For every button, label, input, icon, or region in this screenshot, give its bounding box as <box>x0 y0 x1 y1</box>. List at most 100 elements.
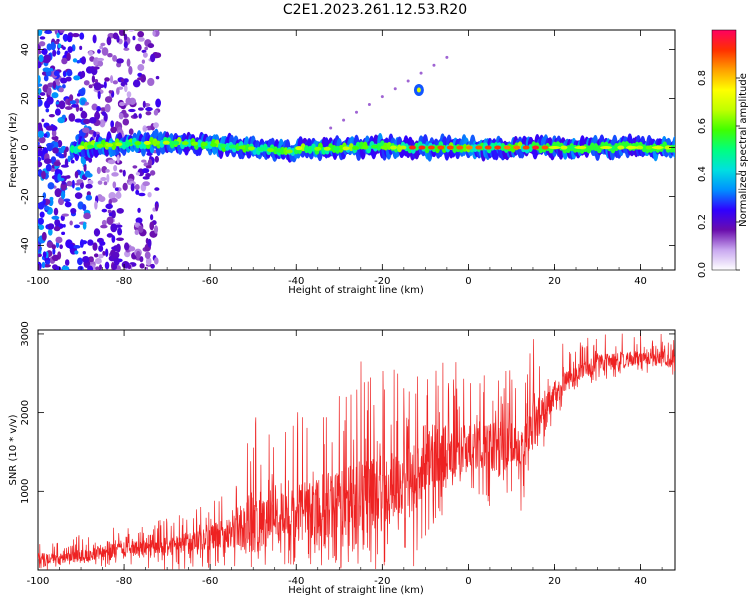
heatmap-cell <box>141 159 147 163</box>
heatmap-cell <box>134 141 142 146</box>
x-tick-label: -60 <box>202 576 218 587</box>
heatmap-cell <box>150 214 154 221</box>
heatmap-cell <box>147 192 152 198</box>
heatmap-cell <box>79 181 84 189</box>
heatmap-cell <box>219 143 227 148</box>
heatmap-cell <box>38 201 45 210</box>
heatmap-cell <box>38 83 43 87</box>
heatmap-cell <box>74 118 83 123</box>
heatmap-cell <box>55 236 63 244</box>
heatmap-cell <box>51 129 57 138</box>
snr-series <box>38 332 675 570</box>
heatmap-cell <box>102 250 106 256</box>
heatmap-cell <box>107 159 116 165</box>
heatmap-x-ticks: -100 -80 -60 -40 -20 0 20 40 <box>27 30 663 287</box>
heatmap-cell <box>532 145 540 150</box>
heatmap-cell <box>94 258 102 265</box>
heatmap-cell <box>51 244 57 250</box>
heatmap-cell <box>138 192 146 197</box>
heatmap-cell <box>141 168 150 174</box>
heatmap-cell <box>150 53 156 63</box>
heatmap-cell <box>51 254 60 262</box>
x-tick-label: -40 <box>288 576 304 587</box>
heatmap-cell <box>69 100 77 105</box>
x-tick-label: -80 <box>116 276 132 287</box>
heatmap-cell <box>266 148 274 153</box>
heatmap-cell <box>83 163 87 172</box>
heatmap-cell <box>39 36 46 40</box>
snr-x-ticks: -100 -80 -60 -40 -20 0 20 40 <box>27 330 663 587</box>
heatmap-cell <box>446 145 454 150</box>
colorbar-tick-label: 0.4 <box>697 166 708 182</box>
heatmap-cell <box>66 175 71 179</box>
heatmap-cell <box>62 84 66 89</box>
heatmap-cell <box>47 223 55 230</box>
heatmap-cell <box>116 237 124 242</box>
heatmap-cell <box>42 198 46 206</box>
heatmap-cell <box>77 145 85 150</box>
heatmap-cell <box>130 183 135 192</box>
heatmap-cell <box>89 116 97 124</box>
heatmap-cell <box>69 220 73 226</box>
heatmap-cell <box>38 61 42 69</box>
heatmap-cell <box>110 126 118 134</box>
heatmap-cell <box>96 105 101 112</box>
heatmap-cell <box>88 84 93 89</box>
heatmap-cell <box>94 200 98 210</box>
heatmap-cell <box>73 224 81 229</box>
x-tick-label: 0 <box>465 276 471 287</box>
heatmap-cell <box>139 263 145 269</box>
heatmap-cell <box>137 37 145 42</box>
heatmap-cell <box>355 110 358 114</box>
heatmap-cell <box>116 154 120 164</box>
heatmap-cell <box>58 100 66 110</box>
heatmap-cell <box>432 63 436 67</box>
heatmap-cells <box>38 30 675 270</box>
heatmap-cell <box>112 80 118 85</box>
heatmap-cell <box>53 161 61 167</box>
heatmap-cell <box>88 157 93 163</box>
x-tick-label: -60 <box>202 276 218 287</box>
heatmap-cell <box>77 257 83 266</box>
heatmap-cell <box>153 122 159 129</box>
heatmap-cell <box>79 107 83 112</box>
x-tick-label: -100 <box>27 276 50 287</box>
heatmap-cell <box>47 182 55 190</box>
heatmap-cell <box>103 81 107 89</box>
heatmap-cell <box>276 148 284 153</box>
heatmap-cell <box>44 205 50 211</box>
heatmap-cell <box>48 68 54 72</box>
heatmap-cell <box>81 56 86 65</box>
y-tick-label: -20 <box>20 188 31 204</box>
heatmap-cell <box>427 145 435 150</box>
heatmap-cell <box>43 54 51 64</box>
heatmap-cell <box>39 92 46 96</box>
heatmap-cell <box>142 181 150 187</box>
heatmap-cell <box>113 164 118 172</box>
y-tick-label: 0 <box>20 144 31 150</box>
heatmap-cell <box>60 190 66 200</box>
heatmap-cell <box>38 253 43 258</box>
heatmap-cell <box>484 145 492 150</box>
heatmap-cell <box>62 70 67 78</box>
heatmap-cell <box>380 95 384 99</box>
heatmap-cell <box>122 113 129 118</box>
heatmap-cell <box>74 182 81 186</box>
heatmap-cell <box>141 49 147 53</box>
heatmap-cell <box>61 114 66 119</box>
heatmap-cell <box>503 145 511 150</box>
heatmap-cell <box>285 149 293 154</box>
heatmap-cell <box>295 146 303 151</box>
heatmap-cell <box>399 145 407 150</box>
heatmap-cell <box>57 139 63 148</box>
heatmap-y-ticks: -40 -20 0 20 40 <box>20 43 675 254</box>
heatmap-cell <box>112 263 118 270</box>
heatmap-cell <box>123 78 129 83</box>
heatmap-cell <box>137 31 145 38</box>
heatmap-cell <box>76 93 81 97</box>
heatmap-cell <box>445 55 449 59</box>
heatmap-cell <box>142 127 148 131</box>
heatmap-cell <box>44 30 53 35</box>
heatmap-cell <box>42 251 47 258</box>
heatmap-cell <box>41 118 45 123</box>
